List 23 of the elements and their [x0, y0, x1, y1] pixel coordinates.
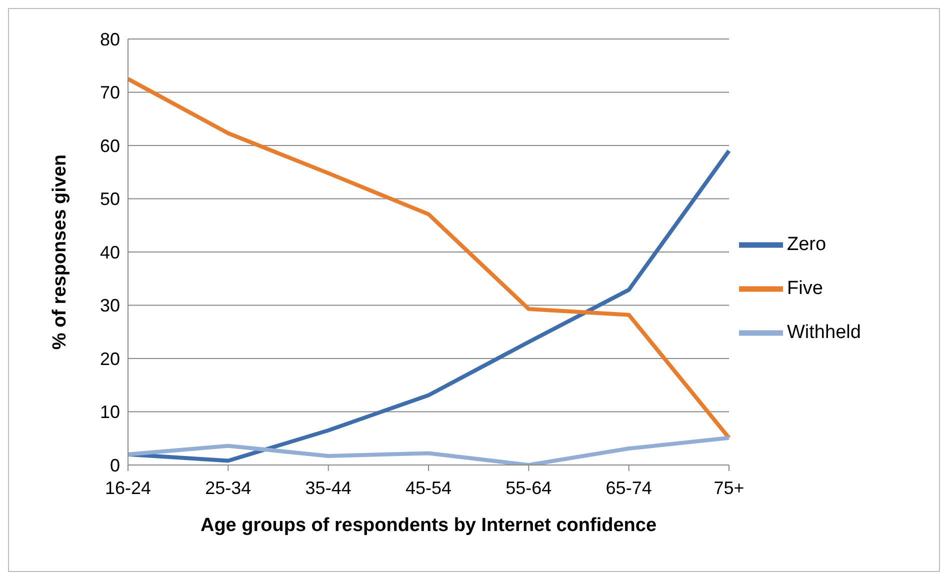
y-tick-label: 60: [100, 136, 120, 156]
x-tick-label: 25-34: [205, 478, 252, 498]
x-tick-label: 55-64: [506, 478, 552, 498]
legend-label: Zero: [787, 234, 826, 256]
y-tick-label: 0: [110, 455, 120, 476]
legend-label: Withheld: [787, 322, 861, 344]
y-tick-label: 10: [100, 402, 120, 422]
x-tick-label: 65-74: [606, 478, 652, 498]
x-tick-label: 45-54: [405, 478, 452, 498]
legend-label: Five: [787, 278, 823, 300]
x-tick-label: 75+: [714, 478, 744, 498]
y-axis-title: % of responses given: [50, 154, 71, 350]
y-tick-label: 80: [100, 29, 120, 50]
x-axis-title: Age groups of respondents by Internet confidence: [200, 515, 657, 536]
line-series: [126, 148, 731, 463]
x-tick-label: 35-44: [305, 478, 352, 498]
line-series: [126, 76, 731, 440]
y-tick-label: 70: [100, 82, 120, 103]
y-tick-label: 30: [100, 296, 120, 316]
x-tick-label: 16-24: [104, 478, 152, 498]
y-tick-label: 20: [100, 348, 120, 369]
y-tick-label: 40: [100, 242, 120, 262]
y-tick-label: 50: [100, 189, 120, 210]
